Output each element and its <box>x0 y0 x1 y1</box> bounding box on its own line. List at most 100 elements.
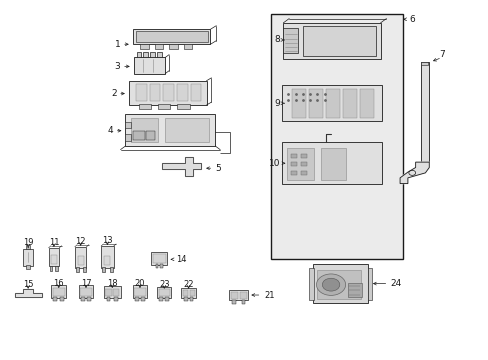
Bar <box>308 89 322 118</box>
Bar <box>125 134 131 141</box>
Bar <box>343 89 356 118</box>
Circle shape <box>316 274 345 296</box>
Bar <box>53 297 57 301</box>
Text: 4: 4 <box>107 126 113 135</box>
Bar <box>165 118 208 143</box>
Bar <box>55 266 58 271</box>
Bar <box>160 264 163 268</box>
Bar <box>113 289 119 296</box>
Bar <box>181 288 196 298</box>
Text: 11: 11 <box>48 238 59 247</box>
Text: 21: 21 <box>264 291 274 300</box>
Bar <box>232 300 235 304</box>
Bar <box>78 256 83 265</box>
Bar <box>290 171 296 175</box>
Bar <box>140 44 148 49</box>
Bar <box>110 267 113 272</box>
Bar <box>159 297 163 301</box>
Bar <box>151 252 167 265</box>
Bar <box>190 84 201 102</box>
Polygon shape <box>15 289 41 297</box>
Text: 13: 13 <box>102 236 112 245</box>
Bar <box>177 84 187 102</box>
Bar <box>291 89 305 118</box>
Bar <box>132 285 147 297</box>
Bar <box>149 84 160 102</box>
Bar <box>300 162 306 166</box>
Bar <box>102 267 105 272</box>
Bar <box>321 148 345 180</box>
Bar <box>283 23 380 59</box>
Bar <box>104 256 110 265</box>
Bar <box>51 255 57 264</box>
Bar <box>133 58 165 73</box>
Text: 10: 10 <box>268 159 280 168</box>
Bar <box>290 162 296 166</box>
Bar <box>80 288 92 296</box>
Bar <box>125 122 131 128</box>
Bar <box>104 286 120 297</box>
Text: 24: 24 <box>389 279 401 288</box>
Text: 9: 9 <box>274 99 280 108</box>
Bar <box>136 52 141 58</box>
Bar <box>189 291 194 296</box>
Bar <box>312 264 368 303</box>
Bar <box>302 26 375 56</box>
Bar <box>133 131 145 140</box>
Text: 23: 23 <box>159 280 169 289</box>
Polygon shape <box>399 162 428 184</box>
Text: 7: 7 <box>438 50 444 59</box>
Bar <box>101 246 114 267</box>
Bar <box>157 287 171 298</box>
Bar <box>125 114 215 146</box>
Bar <box>189 297 193 301</box>
Bar <box>157 52 162 58</box>
Bar <box>300 154 306 158</box>
Bar <box>60 297 64 301</box>
Bar <box>183 44 192 49</box>
Bar <box>107 297 110 301</box>
Bar <box>75 247 86 267</box>
Text: 20: 20 <box>134 279 145 288</box>
Text: 14: 14 <box>176 255 186 264</box>
Bar <box>300 171 306 175</box>
Bar <box>308 267 313 300</box>
Bar <box>283 28 297 53</box>
Bar <box>177 104 189 109</box>
Bar <box>271 14 402 258</box>
Text: 19: 19 <box>23 238 33 247</box>
Bar <box>76 267 79 272</box>
Text: 22: 22 <box>183 280 193 289</box>
Bar <box>287 148 313 180</box>
Bar <box>158 104 170 109</box>
Bar <box>165 297 169 301</box>
Bar <box>230 292 238 298</box>
Bar <box>134 297 138 301</box>
Bar <box>282 143 381 184</box>
Text: 18: 18 <box>107 279 117 288</box>
Bar <box>163 84 174 102</box>
Bar <box>128 81 206 105</box>
Text: 5: 5 <box>215 164 221 173</box>
Bar <box>150 52 155 58</box>
Bar <box>87 297 91 301</box>
Bar <box>154 44 163 49</box>
Bar <box>360 89 373 118</box>
Bar <box>290 154 296 158</box>
Bar <box>317 270 361 299</box>
Text: 12: 12 <box>75 237 86 246</box>
Bar <box>51 285 66 297</box>
Bar <box>367 267 372 300</box>
Bar <box>135 31 207 42</box>
Bar <box>155 264 158 268</box>
Bar <box>48 248 59 266</box>
Bar <box>153 253 165 263</box>
Bar <box>241 300 244 304</box>
Bar <box>325 89 339 118</box>
Bar <box>105 289 111 296</box>
Bar <box>239 292 246 298</box>
Text: 8: 8 <box>274 36 280 45</box>
Bar <box>79 285 93 297</box>
Text: 17: 17 <box>81 279 91 288</box>
Bar <box>26 245 30 249</box>
